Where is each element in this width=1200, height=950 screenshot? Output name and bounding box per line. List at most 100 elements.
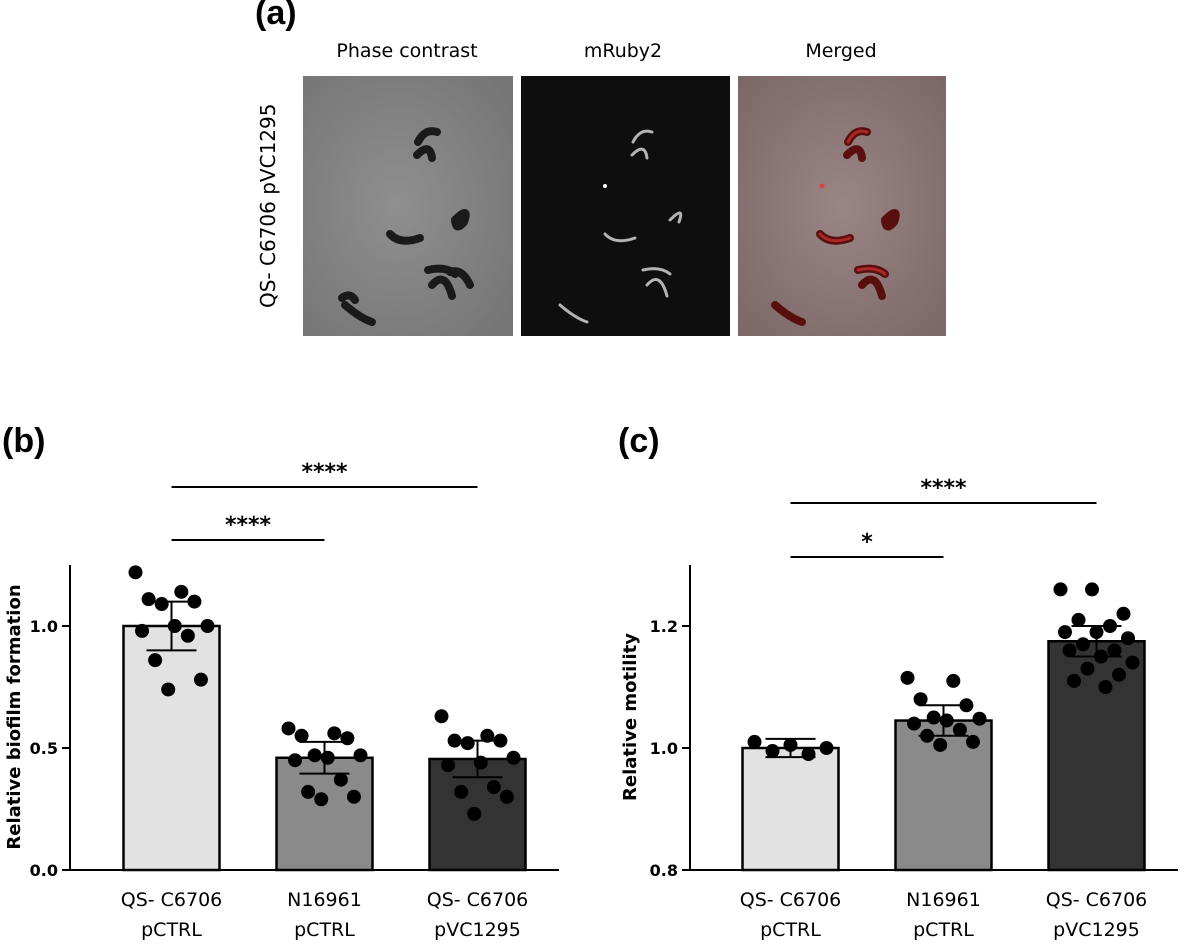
- data-point: [765, 744, 780, 759]
- chart-biofilm: 0.0 0.5 1.0 Relative biofilm formation QS- C…: [4, 460, 559, 941]
- x-tick-label: N16961: [906, 889, 981, 911]
- data-point: [499, 789, 514, 804]
- data-point: [1116, 606, 1131, 621]
- panel-b-label: (b): [2, 422, 46, 460]
- data-point: [1076, 637, 1090, 652]
- x-tick-label: pVC1295: [1053, 919, 1140, 941]
- mruby2-image: [521, 76, 730, 336]
- y-axis-label: Relative biofilm formation: [4, 584, 25, 849]
- data-point: [441, 758, 456, 773]
- x-tick-label: QS- C6706: [1046, 889, 1148, 911]
- x-tick-label: pCTRL: [913, 919, 974, 941]
- data-point: [174, 584, 189, 599]
- merged-image: [738, 76, 946, 336]
- mruby2-title: mRuby2: [583, 40, 663, 62]
- bar: [122, 624, 221, 872]
- data-point: [1125, 655, 1140, 670]
- data-point: [460, 736, 475, 751]
- data-point: [486, 780, 501, 795]
- significance-label: ****: [920, 476, 967, 501]
- x-tick-label: N16961: [287, 889, 362, 911]
- data-point: [1067, 673, 1081, 688]
- microscopy-images: [303, 76, 946, 336]
- y-axis-label: Relative motility: [620, 633, 641, 801]
- data-point: [467, 806, 482, 821]
- data-point: [294, 728, 309, 743]
- data-point: [952, 722, 967, 737]
- y-tick-label: 0.5: [30, 739, 58, 758]
- x-tick-label: QS- C6706: [740, 889, 842, 911]
- data-point: [972, 711, 987, 726]
- data-point: [154, 597, 169, 612]
- bar: [741, 746, 840, 872]
- data-point: [1107, 643, 1122, 658]
- data-point: [907, 716, 922, 731]
- data-point: [1112, 667, 1126, 682]
- x-tick-label: pCTRL: [141, 919, 202, 941]
- x-tick-label: pCTRL: [760, 919, 821, 941]
- bar: [275, 756, 374, 872]
- data-point: [506, 750, 521, 765]
- x-tick-label: QS- C6706: [121, 889, 223, 911]
- data-point: [200, 619, 215, 633]
- significance-label: ****: [301, 460, 348, 485]
- data-point: [141, 592, 156, 607]
- data-point: [801, 747, 816, 762]
- y-tick-label: 1.0: [650, 739, 678, 758]
- data-point: [1071, 612, 1086, 627]
- data-point: [913, 692, 928, 707]
- data-point: [307, 748, 322, 763]
- data-point: [320, 750, 335, 765]
- data-point: [1058, 625, 1072, 640]
- data-point: [161, 682, 176, 697]
- data-point: [180, 628, 195, 643]
- y-tick-label: 1.2: [650, 617, 678, 636]
- chart-motility: 0.8 1.0 1.2 Relative motility QS- C6706 pCTRL…: [620, 476, 1178, 941]
- data-point: [288, 753, 303, 768]
- data-point: [926, 710, 941, 725]
- data-point: [193, 672, 208, 687]
- data-point: [946, 673, 961, 688]
- data-point: [473, 755, 488, 770]
- data-point: [1053, 582, 1068, 597]
- data-point: [480, 728, 495, 743]
- phase-contrast-title: Phase contrast: [336, 40, 478, 62]
- data-point: [148, 653, 163, 668]
- data-point: [301, 784, 316, 799]
- data-point: [327, 726, 342, 741]
- data-point: [1098, 680, 1113, 694]
- data-point: [314, 792, 329, 807]
- y-tick-label: 0.0: [30, 861, 58, 880]
- data-point: [1121, 631, 1135, 646]
- significance-label: ****: [225, 513, 272, 538]
- significance-label: *: [861, 530, 873, 555]
- x-tick-label: pCTRL: [294, 919, 355, 941]
- data-point: [939, 713, 954, 728]
- y-tick-label: 0.8: [650, 861, 678, 880]
- data-point: [281, 721, 296, 736]
- data-point: [965, 734, 980, 749]
- data-point: [135, 623, 150, 638]
- data-point: [128, 565, 143, 580]
- bar: [1047, 640, 1146, 872]
- data-point: [1080, 661, 1095, 676]
- data-point: [346, 789, 361, 804]
- data-point: [933, 737, 948, 752]
- panel-a-label: (a): [255, 0, 297, 32]
- panel-c-label: (c): [618, 422, 660, 460]
- data-point: [454, 784, 469, 799]
- x-tick-label: pVC1295: [434, 919, 521, 941]
- data-point: [340, 731, 355, 746]
- data-point: [333, 772, 348, 787]
- data-point: [1085, 582, 1099, 597]
- merged-title: Merged: [805, 40, 877, 62]
- x-tick-label: QS- C6706: [427, 889, 529, 911]
- data-point: [900, 670, 915, 685]
- phase-contrast-image: [303, 76, 513, 336]
- data-point: [353, 748, 368, 763]
- y-tick-label: 1.0: [30, 617, 58, 636]
- data-point: [167, 619, 182, 633]
- data-point: [747, 734, 762, 749]
- data-point: [434, 709, 449, 724]
